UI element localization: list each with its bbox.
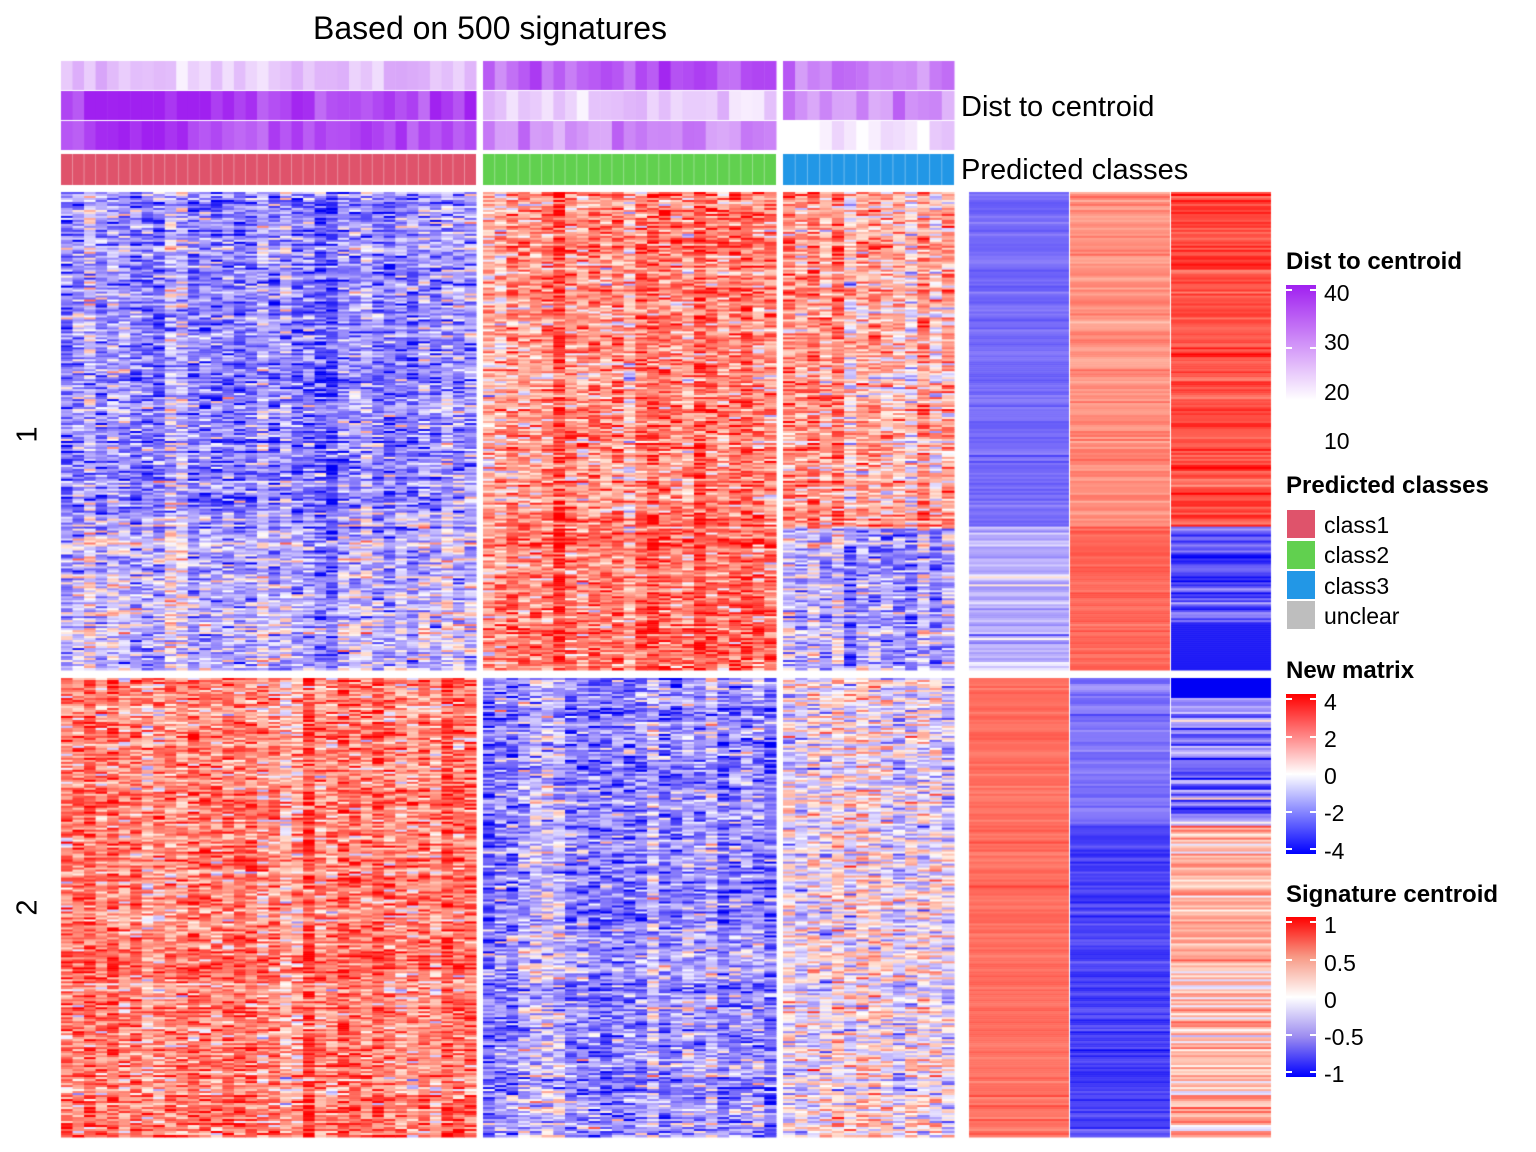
legend-tick-mark	[1310, 773, 1316, 775]
legend-label-class2: class2	[1324, 542, 1390, 568]
legend-label-unclear: unclear	[1324, 603, 1400, 629]
legend-title-classes: Predicted classes	[1286, 472, 1489, 499]
row-slice-label-2: 2	[11, 899, 44, 916]
legend-tick-mark	[1310, 698, 1316, 700]
legend-swatch-class2	[1287, 541, 1315, 569]
legend-tick-mark	[1310, 346, 1316, 349]
legend-tick-mark	[1310, 810, 1316, 813]
legend-tick-mark	[1286, 958, 1292, 961]
legend-tick-mark	[1286, 735, 1292, 738]
legend-tick-centroid-neg0.5: -0.5	[1324, 1024, 1364, 1050]
legend-tick-mark	[1310, 1033, 1316, 1036]
legend-swatch-class3	[1287, 571, 1315, 599]
legend-title-matrix: New matrix	[1286, 657, 1415, 684]
legend-tick-centroid-neg1: -1	[1324, 1061, 1345, 1087]
legend-tick-mark	[1286, 773, 1292, 775]
legend-tick-mark	[1310, 921, 1316, 923]
legend-tick-mark	[1310, 1071, 1316, 1073]
chart-title: Based on 500 signatures	[313, 10, 668, 46]
legend-tick-mark	[1310, 958, 1316, 961]
legend-tick-matrix-4: 4	[1324, 689, 1337, 715]
legend-tick-matrix-0: 0	[1324, 763, 1337, 789]
legend-title-dist: Dist to centroid	[1286, 248, 1463, 275]
legend-tick-mark	[1310, 404, 1316, 406]
legend-tick-mark	[1286, 346, 1292, 349]
legend-tick-matrix-neg4: -4	[1324, 838, 1345, 864]
legend-tick-mark	[1286, 848, 1292, 850]
legend-swatch-unclear	[1287, 601, 1315, 629]
legend-tick-mark	[1310, 735, 1316, 738]
legend-tick-centroid-1: 1	[1324, 912, 1337, 938]
legend-tick-mark	[1286, 404, 1292, 406]
legend-tick-mark	[1286, 1071, 1292, 1073]
legend-tick-mark	[1286, 996, 1292, 998]
legend-title-centroid: Signature centroid	[1286, 881, 1499, 908]
legend-tick-mark	[1286, 698, 1292, 700]
legend-tick-mark	[1310, 848, 1316, 850]
legend-tick-matrix-neg2: -2	[1324, 800, 1345, 826]
legend-tick-dist-20: 20	[1324, 379, 1350, 405]
legend-tick-dist-10: 10	[1324, 428, 1350, 454]
legend-tick-mark	[1310, 996, 1316, 998]
legend-tick-mark	[1286, 289, 1292, 291]
legend-label-class1: class1	[1324, 512, 1390, 538]
legend-tick-dist-40: 40	[1324, 280, 1350, 306]
row-slice-label-1: 1	[11, 426, 44, 443]
legend-tick-mark	[1286, 1033, 1292, 1036]
anno-label-dist: Dist to centroid	[961, 91, 1155, 123]
legend-tick-dist-30: 30	[1324, 329, 1350, 355]
legend-tick-centroid-0: 0	[1324, 987, 1337, 1013]
legend-label-class3: class3	[1324, 573, 1390, 599]
legend-tick-mark	[1286, 921, 1292, 923]
legend-tick-mark	[1310, 289, 1316, 291]
legend-tick-centroid-0.5: 0.5	[1324, 950, 1356, 976]
legend-tick-mark	[1286, 810, 1292, 813]
legend-tick-matrix-2: 2	[1324, 726, 1337, 752]
legend-swatch-class1	[1287, 510, 1315, 538]
anno-label-classes: Predicted classes	[961, 154, 1189, 186]
